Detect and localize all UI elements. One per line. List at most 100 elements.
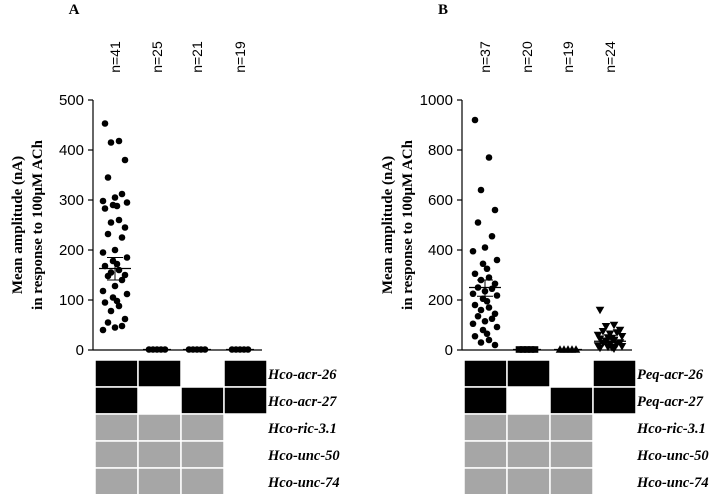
matrix-cell xyxy=(180,467,225,494)
matrix-cell xyxy=(94,359,139,388)
data-point xyxy=(493,323,501,331)
data-point xyxy=(113,297,121,305)
data-point xyxy=(111,246,119,254)
data-point xyxy=(469,247,477,255)
gene-label: Peq-acr-27 xyxy=(637,394,704,410)
n-label: n=24 xyxy=(602,41,618,73)
data-point xyxy=(107,219,115,226)
gene-label: Hco-ric-3.1 xyxy=(267,421,337,437)
data-point xyxy=(99,197,107,205)
data-point xyxy=(493,256,501,264)
y-tick-label: 0 xyxy=(445,342,453,359)
data-point xyxy=(598,327,608,336)
gene-label: Hco-acr-27 xyxy=(267,394,337,410)
matrix-cell xyxy=(506,359,551,388)
data-point xyxy=(121,224,129,231)
data-point xyxy=(123,199,131,206)
matrix-cell xyxy=(549,467,594,494)
data-point xyxy=(617,342,627,351)
data-point xyxy=(104,230,112,238)
matrix-cell xyxy=(463,359,508,388)
data-point xyxy=(617,332,627,341)
n-label: n=25 xyxy=(149,41,165,73)
data-point xyxy=(101,205,109,212)
data-point xyxy=(474,312,482,320)
data-point xyxy=(493,292,501,299)
data-point xyxy=(111,282,119,290)
y-tick-label: 300 xyxy=(59,192,84,209)
n-label: n=41 xyxy=(107,41,123,73)
matrix-cell xyxy=(137,467,182,494)
data-point xyxy=(477,339,485,346)
data-point xyxy=(477,306,485,314)
data-point xyxy=(104,174,112,181)
y-tick-label: 200 xyxy=(59,242,84,259)
data-point xyxy=(469,320,477,328)
matrix-cell xyxy=(94,386,139,415)
data-point xyxy=(118,322,126,330)
data-point xyxy=(123,254,131,261)
data-point xyxy=(104,319,112,326)
data-point xyxy=(477,186,485,194)
matrix-cell xyxy=(223,359,268,388)
data-point xyxy=(491,280,499,288)
matrix-cell xyxy=(180,386,225,415)
data-point xyxy=(491,310,499,318)
data-point xyxy=(595,335,605,344)
panel-label: B xyxy=(438,2,448,18)
matrix-cell xyxy=(94,467,139,494)
matrix-cell xyxy=(180,413,225,442)
matrix-cell xyxy=(180,440,225,469)
data-point xyxy=(488,232,496,240)
gene-label: Hco-unc-74 xyxy=(636,475,709,491)
gene-label: Hco-unc-74 xyxy=(267,475,340,491)
matrix-cell xyxy=(506,413,551,442)
data-point xyxy=(101,120,109,127)
y-tick-label: 400 xyxy=(428,242,453,259)
data-point xyxy=(121,271,129,279)
data-point xyxy=(481,244,489,251)
n-label: n=21 xyxy=(189,41,205,73)
matrix-cell xyxy=(592,359,637,388)
data-point xyxy=(471,332,479,340)
data-point xyxy=(469,290,477,298)
matrix-cell xyxy=(463,467,508,494)
y-tick-label: 800 xyxy=(428,142,453,159)
data-point xyxy=(118,190,126,198)
y-axis-label-line2: in response to 100μM ACh xyxy=(400,139,416,310)
data-point xyxy=(609,321,619,330)
data-point xyxy=(115,266,123,274)
matrix-cell xyxy=(463,413,508,442)
y-axis-label-line1: Mean amplitude (nA) xyxy=(10,156,26,294)
n-label: n=19 xyxy=(232,41,248,73)
data-point xyxy=(485,336,493,344)
data-point xyxy=(99,287,107,295)
data-point xyxy=(115,302,123,310)
data-point xyxy=(104,272,112,280)
data-point xyxy=(474,219,482,226)
gene-label: Hco-acr-26 xyxy=(267,367,337,383)
data-point xyxy=(123,290,131,298)
matrix-cell xyxy=(137,440,182,469)
data-point xyxy=(479,260,487,268)
data-point xyxy=(121,315,129,323)
matrix-cell xyxy=(137,359,182,388)
data-point xyxy=(488,315,496,323)
y-axis-label-line1: Mean amplitude (nA) xyxy=(380,156,396,294)
data-point xyxy=(485,154,493,161)
n-label: n=19 xyxy=(560,41,576,73)
data-point xyxy=(595,306,605,315)
matrix-cell xyxy=(549,386,594,415)
data-point xyxy=(101,299,109,306)
panel-label: A xyxy=(69,2,80,18)
matrix-cell xyxy=(223,386,268,415)
data-point xyxy=(488,285,496,293)
gene-label: Peq-acr-26 xyxy=(637,367,704,383)
data-point xyxy=(99,326,107,334)
y-tick-label: 400 xyxy=(59,142,84,159)
data-point xyxy=(115,137,123,145)
data-point xyxy=(491,341,499,349)
gene-label: Hco-unc-50 xyxy=(636,448,709,464)
matrix-cell xyxy=(592,386,637,415)
